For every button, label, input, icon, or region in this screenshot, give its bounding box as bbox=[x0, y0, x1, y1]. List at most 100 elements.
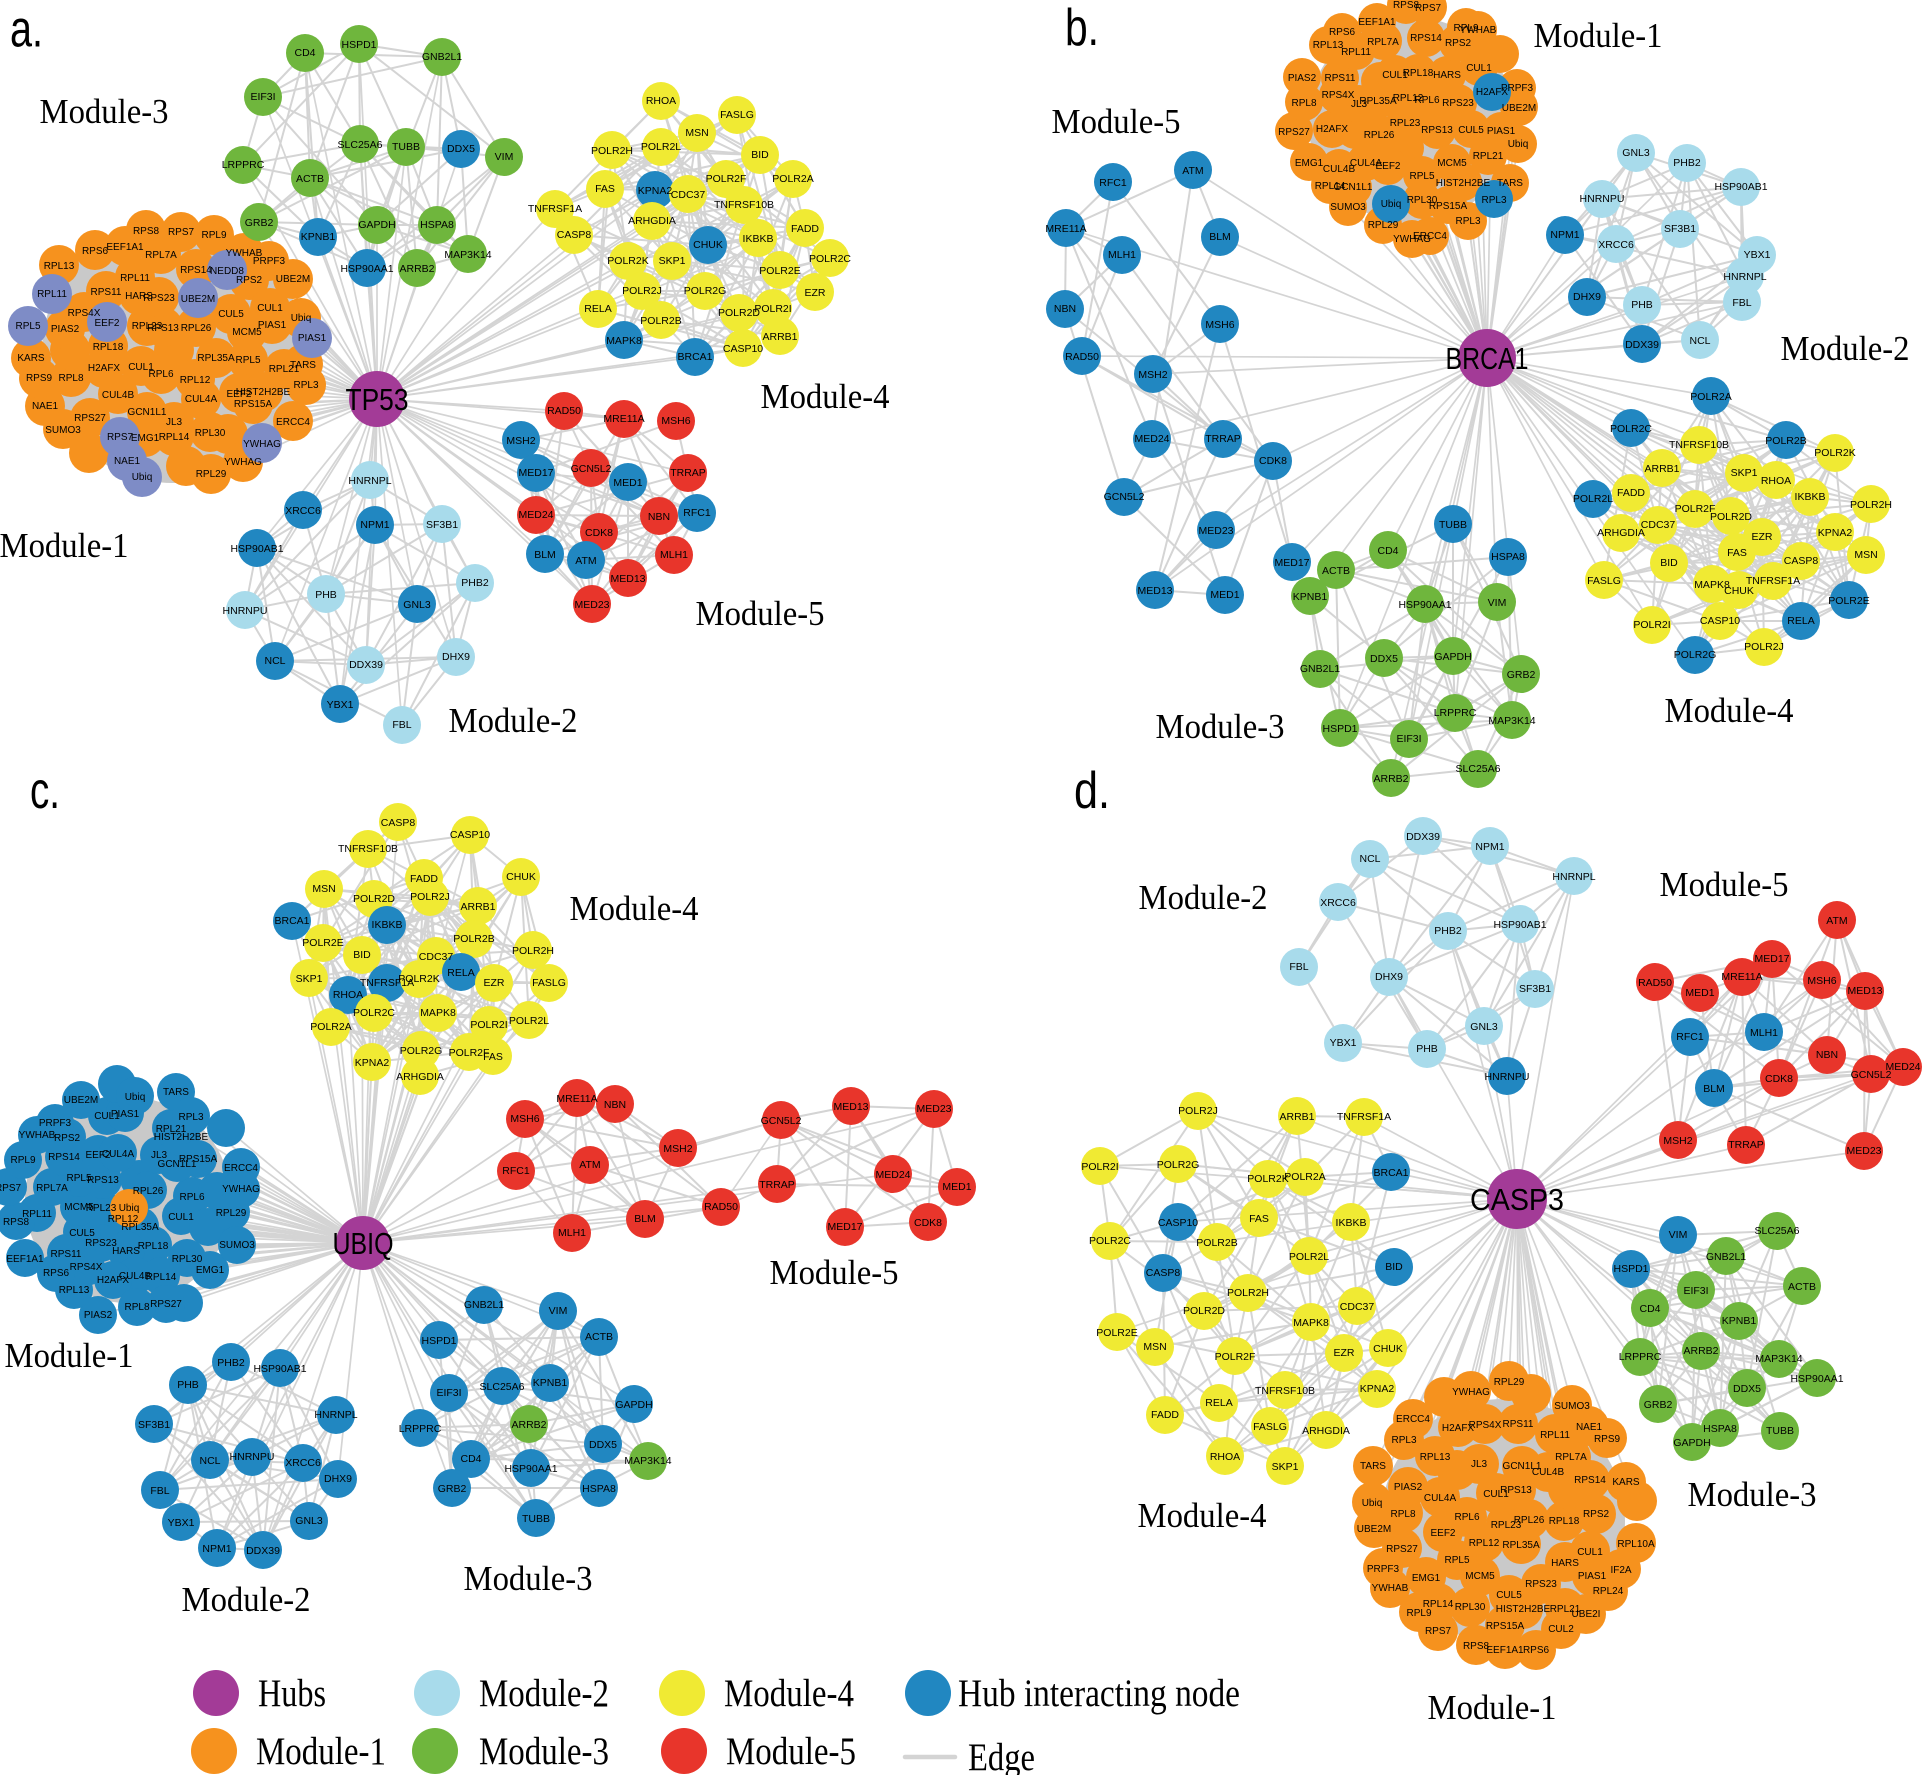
svg-text:Hub interacting node: Hub interacting node bbox=[958, 1672, 1240, 1715]
svg-text:HARS: HARS bbox=[1433, 70, 1461, 81]
svg-text:CASP8: CASP8 bbox=[557, 229, 592, 241]
svg-text:CUL1: CUL1 bbox=[168, 1212, 194, 1223]
svg-text:POLR2K: POLR2K bbox=[398, 973, 439, 985]
svg-text:Module-3: Module-3 bbox=[1156, 707, 1285, 746]
svg-text:POLR2H: POLR2H bbox=[1227, 1287, 1269, 1299]
svg-text:SKP1: SKP1 bbox=[659, 255, 686, 267]
svg-text:RPL23: RPL23 bbox=[86, 1203, 117, 1214]
svg-text:Ubiq: Ubiq bbox=[119, 1203, 140, 1214]
svg-text:GRB2: GRB2 bbox=[1644, 1399, 1673, 1411]
svg-text:MLH1: MLH1 bbox=[558, 1227, 586, 1239]
svg-text:Module-4: Module-4 bbox=[570, 889, 699, 928]
svg-text:Module-1: Module-1 bbox=[1534, 16, 1663, 55]
svg-text:RPL18: RPL18 bbox=[1549, 1516, 1580, 1527]
svg-text:ERCC4: ERCC4 bbox=[276, 417, 310, 428]
svg-text:SUMO3: SUMO3 bbox=[1554, 1401, 1590, 1412]
svg-text:PHB2: PHB2 bbox=[217, 1357, 245, 1369]
svg-text:RPL7A: RPL7A bbox=[1367, 37, 1399, 48]
svg-text:RPL5: RPL5 bbox=[235, 355, 260, 366]
svg-text:LRPPRC: LRPPRC bbox=[399, 1423, 442, 1435]
svg-text:PIAS2: PIAS2 bbox=[1394, 1482, 1423, 1493]
svg-text:KARS: KARS bbox=[1612, 1477, 1640, 1488]
svg-text:Module-4: Module-4 bbox=[1138, 1496, 1267, 1535]
svg-text:YBX1: YBX1 bbox=[1744, 249, 1771, 261]
svg-text:RPS15A: RPS15A bbox=[179, 1154, 218, 1165]
svg-text:BRCA1: BRCA1 bbox=[1373, 1167, 1408, 1179]
svg-text:TRRAP: TRRAP bbox=[670, 467, 706, 479]
svg-text:YWHAB: YWHAB bbox=[19, 1130, 56, 1141]
svg-text:PHB: PHB bbox=[1631, 299, 1653, 311]
svg-text:Module-3: Module-3 bbox=[479, 1730, 609, 1773]
svg-text:EIF3I: EIF3I bbox=[1396, 733, 1421, 745]
svg-text:RPS4X: RPS4X bbox=[68, 308, 101, 319]
svg-text:UBE2M: UBE2M bbox=[276, 274, 310, 285]
svg-text:RPS15A: RPS15A bbox=[234, 399, 273, 410]
svg-text:RAD50: RAD50 bbox=[1638, 977, 1672, 989]
svg-text:MED24: MED24 bbox=[1134, 433, 1169, 445]
svg-text:HNRNPU: HNRNPU bbox=[223, 605, 268, 617]
svg-text:RPL35A: RPL35A bbox=[1502, 1540, 1540, 1551]
svg-text:GCN1L1: GCN1L1 bbox=[1334, 182, 1373, 193]
svg-text:TNFRSF10B: TNFRSF10B bbox=[1669, 439, 1729, 451]
svg-text:MSH6: MSH6 bbox=[1807, 975, 1836, 987]
svg-text:POLR2D: POLR2D bbox=[1710, 511, 1752, 523]
svg-text:ARRB1: ARRB1 bbox=[460, 901, 495, 913]
svg-text:RPL35A: RPL35A bbox=[1359, 96, 1397, 107]
svg-text:YWHAG: YWHAG bbox=[1393, 234, 1431, 245]
svg-text:RPL13: RPL13 bbox=[1420, 1452, 1451, 1463]
svg-text:POLR2F: POLR2F bbox=[706, 173, 747, 185]
svg-text:GAPDH: GAPDH bbox=[358, 219, 395, 231]
svg-text:HSP90AA1: HSP90AA1 bbox=[340, 263, 393, 275]
svg-text:EMG1: EMG1 bbox=[196, 1265, 225, 1276]
svg-text:ACTB: ACTB bbox=[1322, 565, 1350, 577]
svg-text:POLR2F: POLR2F bbox=[1215, 1351, 1256, 1363]
svg-text:RPS14: RPS14 bbox=[1574, 1475, 1606, 1486]
svg-text:MSH2: MSH2 bbox=[506, 435, 535, 447]
svg-text:POLR2C: POLR2C bbox=[1610, 423, 1652, 435]
svg-text:HSPD1: HSPD1 bbox=[421, 1335, 456, 1347]
svg-text:EEF1A1: EEF1A1 bbox=[106, 242, 144, 253]
svg-text:UBE2M: UBE2M bbox=[1502, 103, 1536, 114]
svg-text:GNL3: GNL3 bbox=[1622, 147, 1650, 159]
svg-text:RFC1: RFC1 bbox=[683, 507, 711, 519]
svg-text:RPL26: RPL26 bbox=[181, 323, 212, 334]
svg-text:SKP1: SKP1 bbox=[1731, 467, 1758, 479]
svg-text:CUL4B: CUL4B bbox=[119, 1271, 152, 1282]
svg-text:BRCA1: BRCA1 bbox=[274, 915, 309, 927]
svg-text:RPL29: RPL29 bbox=[216, 1208, 247, 1219]
svg-text:Module-2: Module-2 bbox=[449, 701, 578, 740]
svg-text:NAE1: NAE1 bbox=[1576, 1422, 1603, 1433]
svg-text:HSPA8: HSPA8 bbox=[582, 1483, 616, 1495]
svg-text:PIAS1: PIAS1 bbox=[1578, 1571, 1607, 1582]
svg-text:CUL1: CUL1 bbox=[1382, 70, 1408, 81]
svg-text:HNRNPL: HNRNPL bbox=[314, 1409, 357, 1421]
svg-text:GAPDH: GAPDH bbox=[615, 1399, 652, 1411]
svg-text:RPS6: RPS6 bbox=[1523, 1645, 1550, 1656]
svg-text:RPS8: RPS8 bbox=[1393, 0, 1420, 11]
svg-text:VIM: VIM bbox=[1669, 1229, 1688, 1241]
svg-text:RPL21: RPL21 bbox=[156, 1124, 187, 1135]
svg-text:MED23: MED23 bbox=[1846, 1145, 1881, 1157]
svg-text:IKBKB: IKBKB bbox=[743, 233, 774, 245]
svg-text:RPL3: RPL3 bbox=[293, 380, 318, 391]
svg-text:MLH1: MLH1 bbox=[1750, 1027, 1778, 1039]
svg-text:CUL1: CUL1 bbox=[1577, 1547, 1603, 1558]
svg-text:RPL5: RPL5 bbox=[1409, 171, 1434, 182]
svg-text:MCM5: MCM5 bbox=[1437, 158, 1467, 169]
svg-text:NPM1: NPM1 bbox=[1550, 229, 1579, 241]
svg-text:TNFRSF1A: TNFRSF1A bbox=[528, 203, 582, 215]
svg-text:FAS: FAS bbox=[595, 183, 615, 195]
svg-text:RELA: RELA bbox=[584, 303, 611, 315]
svg-text:BRCA1: BRCA1 bbox=[677, 351, 712, 363]
svg-text:CASP10: CASP10 bbox=[1158, 1217, 1198, 1229]
svg-text:NCL: NCL bbox=[264, 655, 285, 667]
svg-text:Module-5: Module-5 bbox=[770, 1253, 899, 1292]
svg-text:PHB2: PHB2 bbox=[1434, 925, 1462, 937]
svg-text:VIM: VIM bbox=[1488, 597, 1507, 609]
svg-text:EZR: EZR bbox=[484, 977, 505, 989]
svg-text:H2AFX: H2AFX bbox=[1442, 1423, 1475, 1434]
svg-text:EEF1A1: EEF1A1 bbox=[1358, 17, 1396, 28]
svg-text:ARRB1: ARRB1 bbox=[762, 331, 797, 343]
svg-text:XRCC6: XRCC6 bbox=[1598, 239, 1634, 251]
svg-text:RFC1: RFC1 bbox=[1676, 1031, 1704, 1043]
